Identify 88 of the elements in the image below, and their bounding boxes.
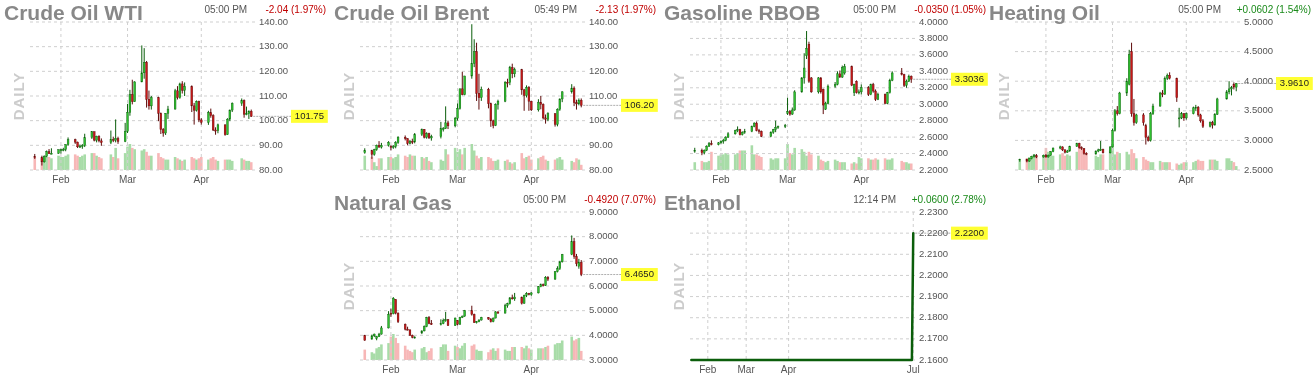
chart-title: Heating Oil — [989, 1, 1100, 24]
annotation: 101.75 — [294, 109, 324, 121]
x-tick-label: Apr — [853, 174, 870, 185]
x-tick-label: Apr — [193, 174, 210, 185]
y-tick-label: 2.6000 — [919, 130, 949, 142]
y-tick-label: 5.0000 — [589, 304, 619, 316]
x-tick-label: Jul — [906, 364, 920, 375]
y-tick-label: 2.2000 — [919, 163, 949, 175]
chart-title: Crude Oil WTI — [4, 1, 143, 24]
x-tick-label: Feb — [52, 174, 70, 185]
y-tick-label: 120.00 — [589, 64, 619, 76]
x-tick-label: Apr — [780, 364, 798, 375]
y-tick-label: 5.0000 — [1244, 15, 1274, 27]
x-tick-label: Mar — [448, 174, 467, 185]
y-tick-label: 2.2300 — [919, 205, 949, 217]
y-tick-label: 3.0000 — [589, 353, 619, 365]
text: -2.13 (1.97%) — [595, 4, 656, 15]
text: 05:00 PM — [1178, 4, 1221, 15]
x-tick-label: Mar — [1103, 174, 1122, 185]
y-tick-label: 2.4000 — [919, 147, 949, 159]
x-tick-label: Mar — [118, 174, 137, 185]
y-tick-label: 3.5000 — [1244, 104, 1274, 116]
text: 05:00 PM — [204, 4, 248, 15]
annotation: 6.4650 — [624, 268, 654, 280]
x-tick-label: Feb — [699, 364, 717, 375]
y-tick-label: 2.1600 — [919, 353, 949, 365]
y-tick-label: 7.0000 — [589, 254, 619, 266]
y-tick-label: 4.5000 — [1244, 45, 1274, 57]
text: -0.0350 (1.05%) — [914, 4, 986, 15]
text: +0.0602 (1.54%) — [1236, 4, 1311, 15]
annotation: 3.9610 — [1279, 77, 1309, 89]
text: 05:00 PM — [853, 4, 896, 15]
y-tick-label: 3.4000 — [919, 64, 949, 76]
y-tick-label: 6.0000 — [589, 279, 619, 291]
y-tick-label: 3.6000 — [919, 48, 949, 60]
y-tick-label: 4.0000 — [1244, 74, 1274, 86]
y-tick-label: 90.00 — [589, 138, 613, 150]
x-tick-label: Feb — [712, 174, 730, 185]
y-tick-label: 2.1700 — [919, 332, 949, 344]
y-tick-label: 3.0000 — [1244, 133, 1274, 145]
x-tick-label: Mar — [778, 174, 797, 185]
text: -2.04 (1.97%) — [265, 4, 326, 15]
y-tick-label: 2.2000 — [919, 268, 949, 280]
annotation: 3.3036 — [954, 72, 984, 84]
annotation: 2.2200 — [954, 226, 984, 238]
y-tick-label: 80.00 — [259, 163, 283, 175]
y-tick-label: 2.1900 — [919, 290, 949, 302]
x-tick-label: Mar — [737, 364, 756, 375]
chart-title: Ethanol — [664, 191, 741, 214]
x-tick-label: Feb — [382, 364, 400, 375]
y-tick-label: 140.00 — [589, 15, 619, 27]
x-tick-label: Feb — [382, 174, 400, 185]
y-tick-label: 140.00 — [259, 15, 289, 27]
chart-title: Natural Gas — [334, 191, 452, 214]
y-tick-label: 130.00 — [589, 40, 619, 52]
text: 05:49 PM — [534, 4, 578, 15]
y-tick-label: 4.0000 — [589, 328, 619, 340]
y-tick-label: 3.0000 — [919, 97, 949, 109]
text: -0.4920 (7.07%) — [584, 194, 656, 205]
y-tick-label: 2.2200 — [919, 226, 949, 238]
x-tick-label: Apr — [523, 364, 540, 375]
text: 12:14 PM — [853, 194, 896, 205]
x-tick-label: Apr — [1178, 174, 1195, 185]
y-tick-label: 2.5000 — [1244, 163, 1274, 175]
chart-title: Crude Oil Brent — [334, 1, 490, 24]
y-tick-label: 130.00 — [259, 40, 289, 52]
y-tick-label: 110.00 — [259, 89, 288, 101]
y-tick-label: 100.00 — [589, 114, 619, 126]
y-tick-label: 2.1800 — [919, 311, 949, 323]
y-tick-label: 3.8000 — [919, 31, 949, 43]
y-tick-label: 9.0000 — [589, 205, 619, 217]
annotation: 106.20 — [624, 98, 654, 110]
y-tick-label: 90.00 — [259, 138, 283, 150]
text: 05:00 PM — [523, 194, 566, 205]
x-tick-label: Apr — [523, 174, 540, 185]
y-tick-label: 2.8000 — [919, 114, 949, 126]
y-tick-label: 4.0000 — [919, 15, 949, 27]
y-tick-label: 2.2100 — [919, 247, 949, 259]
y-tick-label: 100.00 — [259, 114, 289, 126]
y-tick-label: 110.00 — [589, 89, 618, 101]
x-tick-label: Feb — [1037, 174, 1055, 185]
y-tick-label: 3.2000 — [919, 81, 949, 93]
x-tick-label: Mar — [448, 364, 467, 375]
text: +0.0600 (2.78%) — [911, 194, 986, 205]
y-tick-label: 120.00 — [259, 64, 289, 76]
chart-title: Gasoline RBOB — [664, 1, 821, 24]
y-tick-label: 8.0000 — [589, 230, 619, 242]
y-tick-label: 80.00 — [589, 163, 613, 175]
